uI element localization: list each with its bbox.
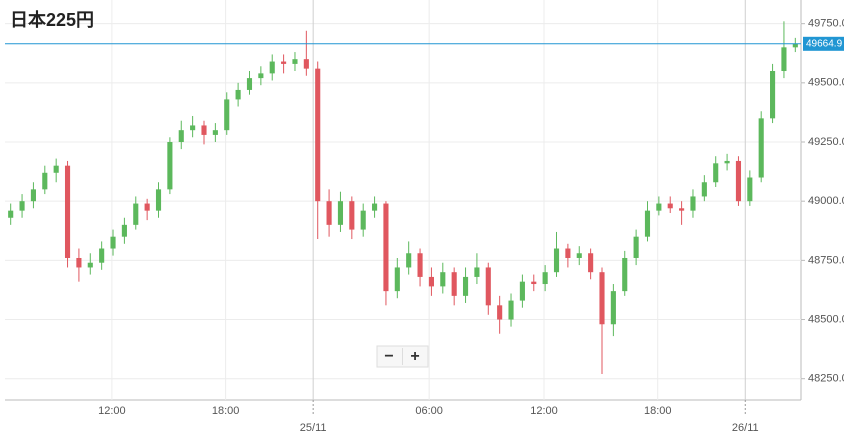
zoom-out-button[interactable]: − xyxy=(384,348,393,365)
x-tick-label: 26/11 xyxy=(732,422,759,434)
candle-body xyxy=(610,291,616,325)
current-price-label: 49664.9 xyxy=(806,38,843,49)
candle-body xyxy=(315,68,321,202)
candle-body xyxy=(258,73,264,79)
candle-body xyxy=(644,210,651,237)
candle-body xyxy=(76,257,82,268)
candle-body xyxy=(292,59,298,64)
candle-body xyxy=(622,257,628,292)
plot-area xyxy=(5,0,805,400)
candle-body xyxy=(212,130,218,135)
candle-body xyxy=(121,224,127,237)
candle-body xyxy=(64,165,71,258)
candle-body xyxy=(372,203,378,211)
candle-body xyxy=(360,210,366,230)
y-tick-label: 48500.0 xyxy=(808,313,844,325)
candle-body xyxy=(792,43,798,48)
candle-body xyxy=(167,142,173,190)
candle-body xyxy=(42,172,48,190)
x-tick-label: 12:00 xyxy=(530,405,558,417)
x-tick-label: 12:00 xyxy=(98,405,126,417)
candle-body xyxy=(428,276,434,287)
candle-body xyxy=(565,248,571,258)
candle-body xyxy=(178,130,184,143)
candle-body xyxy=(485,267,491,306)
current-price-box xyxy=(803,36,844,51)
candle-body xyxy=(337,201,344,225)
y-tick-label: 49500.0 xyxy=(808,77,844,89)
candle-body xyxy=(508,300,514,320)
x-tick-label: 18:00 xyxy=(644,405,672,417)
candle-body xyxy=(190,125,196,131)
y-tick-label: 48250.0 xyxy=(808,373,844,385)
candle-body xyxy=(633,236,639,258)
candle-body xyxy=(758,118,764,178)
candle-body xyxy=(462,276,469,296)
candle-body xyxy=(599,272,605,325)
candle-body xyxy=(440,272,446,287)
candle-body xyxy=(667,203,673,209)
candle-body xyxy=(406,253,412,268)
candle-body xyxy=(19,201,25,211)
y-tick-label: 49000.0 xyxy=(808,195,844,207)
candle-body xyxy=(8,210,14,218)
candle-body xyxy=(770,71,776,119)
candle-body xyxy=(531,281,537,285)
candle-body xyxy=(53,165,59,173)
candle-body xyxy=(87,262,93,268)
candle-body xyxy=(747,177,753,202)
candle-body xyxy=(155,189,162,211)
candle-body xyxy=(99,248,105,263)
y-tick-label: 49750.0 xyxy=(808,18,844,30)
candle-body xyxy=(269,61,275,74)
candle-body xyxy=(690,196,696,211)
candle-body xyxy=(417,253,423,277)
candle-body xyxy=(735,160,742,202)
candle-body xyxy=(383,203,389,292)
candle-body xyxy=(519,281,525,301)
candle-body xyxy=(553,248,560,273)
candle-body xyxy=(224,99,230,131)
x-tick-label: 18:00 xyxy=(212,405,240,417)
candle-body xyxy=(303,59,309,69)
candle-body xyxy=(656,203,662,211)
candle-body xyxy=(326,201,332,225)
candle-body xyxy=(110,236,116,249)
candle-body xyxy=(235,89,241,100)
candle-body xyxy=(588,253,594,273)
candle-body xyxy=(349,201,355,230)
candle-body xyxy=(133,203,139,225)
candle-body xyxy=(474,267,480,277)
candle-body xyxy=(281,61,287,64)
x-tick-label: 06:00 xyxy=(415,405,443,417)
zoom-controls: − + xyxy=(376,345,429,368)
candle-body xyxy=(701,182,707,197)
candle-body xyxy=(542,272,548,285)
candle-body xyxy=(201,125,207,135)
x-tick-label: 25/11 xyxy=(300,422,327,434)
y-tick-label: 49250.0 xyxy=(808,136,844,148)
candle-body xyxy=(497,305,503,320)
candle-body xyxy=(246,78,253,90)
candle-body xyxy=(679,208,685,211)
candle-body xyxy=(30,189,36,202)
y-tick-label: 48750.0 xyxy=(808,254,844,266)
chart-title: 日本225円 xyxy=(10,9,94,30)
candle-body xyxy=(713,163,719,183)
candle-body xyxy=(576,253,582,258)
candle-body xyxy=(724,160,730,164)
candle-body xyxy=(451,272,457,296)
candle-body xyxy=(394,267,400,292)
zoom-in-button[interactable]: + xyxy=(410,348,419,365)
candle-body xyxy=(781,47,787,72)
candle-body xyxy=(144,203,150,211)
